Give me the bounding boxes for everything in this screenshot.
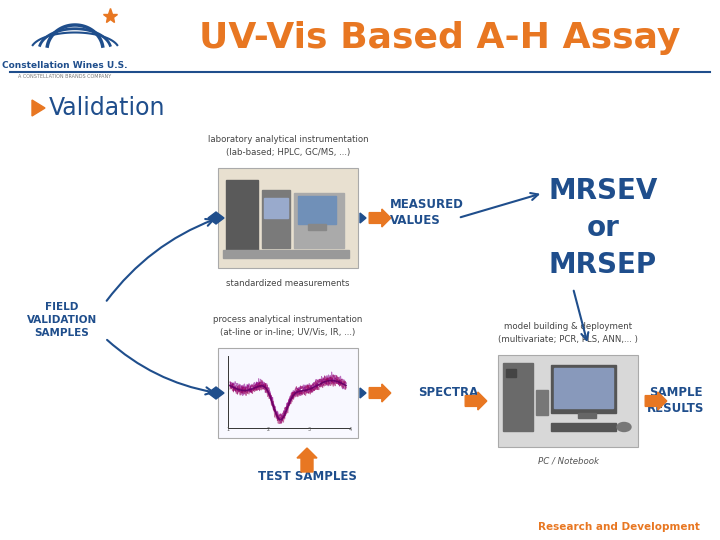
Bar: [506, 369, 516, 377]
Polygon shape: [297, 448, 317, 472]
Polygon shape: [208, 212, 224, 224]
Polygon shape: [645, 392, 667, 410]
FancyBboxPatch shape: [218, 168, 358, 268]
Text: laboratory analytical instrumentation
(lab-based; HPLC, GC/MS, ...): laboratory analytical instrumentation (l…: [207, 135, 369, 157]
Text: SAMPLE
RESULTS: SAMPLE RESULTS: [647, 387, 705, 415]
Text: A CONSTELLATION BRANDS COMPANY: A CONSTELLATION BRANDS COMPANY: [19, 74, 112, 79]
Polygon shape: [369, 384, 391, 402]
Polygon shape: [369, 209, 391, 227]
Bar: [308, 224, 326, 230]
Bar: [264, 198, 288, 218]
Text: 4: 4: [348, 427, 351, 432]
Bar: [551, 365, 616, 413]
Text: FIELD
VALIDATION
SAMPLES: FIELD VALIDATION SAMPLES: [27, 302, 97, 338]
Text: MEASURED
VALUES: MEASURED VALUES: [390, 199, 464, 227]
Bar: [294, 193, 344, 248]
FancyBboxPatch shape: [498, 355, 638, 447]
Polygon shape: [208, 387, 224, 399]
FancyBboxPatch shape: [218, 348, 358, 438]
Bar: [226, 180, 258, 250]
Polygon shape: [465, 392, 487, 410]
Text: Constellation Wines U.S.: Constellation Wines U.S.: [2, 61, 127, 70]
Bar: [503, 363, 533, 431]
Text: TEST SAMPLES: TEST SAMPLES: [258, 470, 356, 483]
Text: process analytical instrumentation
(at-line or in-line; UV/Vis, IR, ...): process analytical instrumentation (at-l…: [213, 315, 363, 337]
Text: 1: 1: [226, 427, 230, 432]
Text: MRSEV
or
MRSEP: MRSEV or MRSEP: [549, 177, 657, 279]
Polygon shape: [360, 388, 366, 398]
Ellipse shape: [617, 422, 631, 431]
Text: model building & deployment
(multivariate; PCR, PLS, ANN,... ): model building & deployment (multivariat…: [498, 322, 638, 344]
Text: Research and Development: Research and Development: [538, 522, 700, 532]
Text: UV-Vis Based A-H Assay: UV-Vis Based A-H Assay: [199, 21, 680, 55]
Bar: [223, 250, 349, 258]
Bar: [551, 423, 616, 431]
Polygon shape: [32, 100, 45, 116]
Bar: [578, 413, 596, 418]
Bar: [262, 190, 290, 248]
Text: PC / Notebook: PC / Notebook: [538, 456, 598, 465]
Bar: [536, 390, 548, 415]
Bar: [298, 196, 336, 224]
Bar: [554, 368, 613, 408]
Text: SPECTRA: SPECTRA: [418, 387, 478, 400]
Text: standardized measurements: standardized measurements: [226, 279, 350, 287]
Text: 2: 2: [267, 427, 270, 432]
Polygon shape: [360, 213, 366, 223]
Text: Validation: Validation: [49, 96, 166, 120]
Text: 3: 3: [307, 427, 311, 432]
